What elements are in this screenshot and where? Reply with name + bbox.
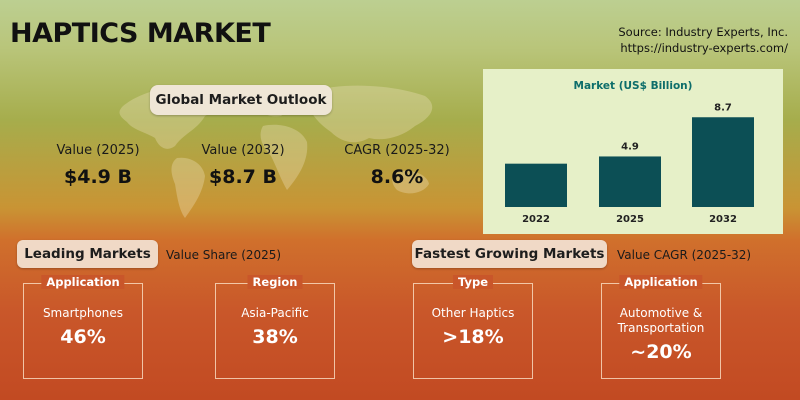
card-tag: Application (41, 275, 125, 289)
card-value: ~20% (630, 341, 692, 363)
fastest-growing-heading: Fastest Growing Markets (412, 240, 607, 268)
global-outlook-heading: Global Market Outlook (150, 85, 332, 115)
kpi-value-2025: Value (2025) $4.9 B (38, 143, 158, 188)
leading-markets-heading: Leading Markets (17, 240, 158, 268)
x-tick-label-2022: 2022 (522, 214, 550, 225)
card-application-share: Application Smartphones 46% (23, 275, 143, 379)
bar-chart-svg: Market (US$ Billion) 2022 4.9 2025 8.7 2032 (505, 80, 754, 225)
kpi-label: CAGR (2025-32) (344, 143, 450, 158)
x-tick-label-2032: 2032 (709, 214, 737, 225)
kpi-value: 8.6% (370, 166, 424, 188)
card-tag: Application (619, 275, 703, 289)
x-tick-label-2025: 2025 (616, 214, 644, 225)
data-label-2032: 8.7 (714, 102, 732, 113)
data-label-2025: 4.9 (621, 141, 639, 152)
card-value: 38% (252, 326, 298, 348)
card-tag: Region (247, 275, 303, 289)
card-application-cagr: Application Automotive & Transportation … (601, 275, 721, 379)
bar-2032 (692, 117, 754, 207)
kpi-cagr: CAGR (2025-32) 8.6% (337, 143, 457, 188)
market-size-chart: Market (US$ Billion) 2022 4.9 2025 8.7 2032 (483, 69, 783, 234)
card-region-share: Region Asia-Pacific 38% (215, 275, 335, 379)
bar-2022 (505, 163, 567, 207)
chart-title: Market (US$ Billion) (574, 80, 693, 92)
card-name: Other Haptics (431, 306, 515, 320)
kpi-label: Value (2025) (56, 143, 140, 158)
card-value: >18% (442, 326, 504, 348)
card-name: Asia-Pacific (241, 306, 309, 320)
card-tag: Type (452, 275, 494, 289)
fastest-growing-subheading: Value CAGR (2025-32) (617, 248, 752, 262)
leading-markets-subheading: Value Share (2025) (166, 248, 282, 262)
kpi-value-2032: Value (2032) $8.7 B (183, 143, 303, 188)
card-name: Smartphones (42, 306, 124, 320)
card-name: Automotive & Transportation (617, 306, 705, 335)
card-type-cagr: Type Other Haptics >18% (413, 275, 533, 379)
page-title: HAPTICS MARKET (10, 18, 271, 49)
source-name: Source: Industry Experts, Inc. (618, 25, 788, 39)
kpi-value: $8.7 B (209, 166, 277, 188)
kpi-label: Value (2032) (201, 143, 285, 158)
bar-2025 (599, 156, 661, 207)
card-value: 46% (60, 326, 106, 348)
source-url[interactable]: https://industry-experts.com/ (620, 41, 788, 55)
kpi-value: $4.9 B (64, 166, 132, 188)
source-citation: Source: Industry Experts, Inc. https://i… (618, 24, 788, 56)
